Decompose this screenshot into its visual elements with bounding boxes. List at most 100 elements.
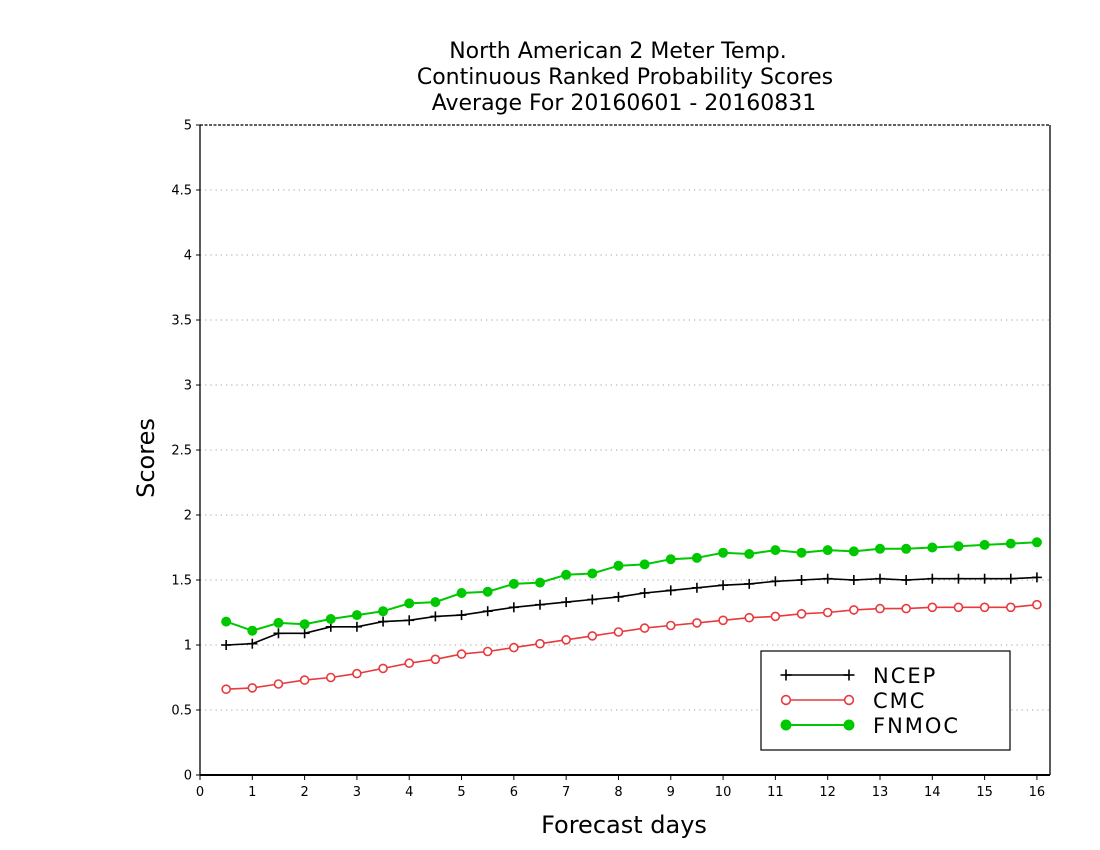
data-point-fnmoc xyxy=(404,598,415,609)
data-point-ncep xyxy=(691,582,702,593)
data-point-ncep xyxy=(247,638,258,649)
chart-title: North American 2 Meter Temp. Continuous … xyxy=(417,39,833,116)
data-point-fnmoc xyxy=(822,545,833,556)
data-point-cmc xyxy=(1032,599,1042,610)
data-point-fnmoc xyxy=(1005,538,1016,549)
data-point-cmc xyxy=(378,663,388,674)
data-point-ncep xyxy=(822,573,833,584)
y-axis-label: Scores xyxy=(132,418,160,498)
data-point-cmc xyxy=(744,612,755,623)
data-point-cmc xyxy=(953,602,964,613)
chart-title-line-3: Average For 20160601 - 20160831 xyxy=(432,91,817,116)
data-point-fnmoc xyxy=(613,560,624,571)
data-point-fnmoc xyxy=(378,606,389,617)
x-tick-label: 7 xyxy=(562,785,570,800)
data-point-ncep xyxy=(273,628,284,639)
legend-marker-ncep xyxy=(843,669,855,681)
data-point-ncep xyxy=(979,573,990,584)
x-tick-label: 5 xyxy=(457,785,465,800)
data-point-ncep xyxy=(613,591,624,602)
data-point-ncep xyxy=(744,578,755,589)
data-point-cmc xyxy=(1005,602,1016,613)
data-point-ncep xyxy=(404,615,415,626)
y-tick-label: 2 xyxy=(184,509,192,524)
data-point-ncep xyxy=(482,606,493,617)
data-point-fnmoc xyxy=(927,542,938,553)
data-point-ncep xyxy=(796,575,807,585)
data-point-cmc xyxy=(299,675,310,685)
data-point-cmc xyxy=(587,631,598,641)
y-gridlines xyxy=(200,189,1050,711)
data-point-fnmoc xyxy=(325,614,336,624)
data-point-cmc xyxy=(509,642,519,653)
data-point-cmc xyxy=(352,668,362,679)
chart-title-line-1: North American 2 Meter Temp. xyxy=(449,39,787,64)
data-point-cmc xyxy=(901,603,911,614)
x-tick-label: 10 xyxy=(715,785,732,800)
data-point-ncep xyxy=(953,573,964,584)
x-tick-label: 0 xyxy=(196,785,204,800)
data-point-fnmoc xyxy=(299,619,310,630)
x-tick-label: 6 xyxy=(510,785,518,800)
data-point-ncep xyxy=(1031,572,1042,583)
data-point-ncep xyxy=(901,575,912,585)
legend-entry-cmc: CMC xyxy=(780,689,926,713)
data-point-fnmoc xyxy=(1031,537,1042,548)
x-tick-label: 2 xyxy=(300,785,308,800)
x-tick-label: 15 xyxy=(976,785,993,800)
x-tick-label: 12 xyxy=(819,785,836,800)
data-point-fnmoc xyxy=(770,545,781,556)
x-tick-label: 3 xyxy=(353,785,361,800)
data-point-ncep xyxy=(639,588,650,598)
legend-marker-fnmoc xyxy=(843,719,855,731)
legend-label-cmc: CMC xyxy=(873,689,926,713)
data-point-fnmoc xyxy=(351,610,362,621)
data-point-cmc xyxy=(665,620,676,631)
y-axis-ticks: 0 0.5 1 1.5 2 2.5 3 3.5 4 4.5 5 xyxy=(171,119,200,784)
x-tick-label: 14 xyxy=(924,785,941,800)
legend-entry-ncep: NCEP xyxy=(780,664,937,688)
data-point-ncep xyxy=(718,580,729,591)
series-fnmoc xyxy=(221,537,1042,636)
data-point-fnmoc xyxy=(482,586,493,597)
legend-label-ncep: NCEP xyxy=(873,664,937,688)
x-tick-label: 16 xyxy=(1029,785,1046,800)
data-series xyxy=(221,537,1042,695)
data-point-cmc xyxy=(404,658,415,669)
data-point-fnmoc xyxy=(561,569,572,580)
legend-marker-ncep xyxy=(780,669,792,681)
x-tick-label: 9 xyxy=(667,785,675,800)
data-point-fnmoc xyxy=(221,616,232,627)
data-point-ncep xyxy=(351,621,362,632)
data-point-cmc xyxy=(770,611,781,622)
data-point-cmc xyxy=(613,627,624,637)
data-point-fnmoc xyxy=(456,588,467,598)
data-point-cmc xyxy=(273,679,284,689)
data-point-ncep xyxy=(1005,573,1016,584)
data-point-cmc xyxy=(430,654,441,665)
data-point-cmc xyxy=(927,602,938,613)
x-axis-ticks: 0 1 2 3 4 5 6 7 8 9 10 11 12 13 14 15 16 xyxy=(196,775,1045,800)
data-point-ncep xyxy=(848,575,859,585)
y-tick-label: 3 xyxy=(184,379,192,394)
y-tick-label: 3.5 xyxy=(171,314,192,329)
data-point-fnmoc xyxy=(587,568,598,579)
data-point-cmc xyxy=(482,646,493,657)
data-point-fnmoc xyxy=(535,577,545,588)
legend-marker-fnmoc xyxy=(780,719,792,731)
data-point-cmc xyxy=(849,605,859,615)
data-point-fnmoc xyxy=(796,547,807,558)
data-point-ncep xyxy=(456,610,467,621)
data-point-fnmoc xyxy=(744,549,755,559)
x-tick-label: 8 xyxy=(614,785,622,800)
data-point-ncep xyxy=(508,602,519,613)
y-tick-label: 1 xyxy=(184,639,192,654)
data-point-fnmoc xyxy=(901,543,912,554)
y-tick-label: 0 xyxy=(184,769,192,784)
legend-marker-cmc xyxy=(843,694,855,706)
y-tick-label: 1.5 xyxy=(171,574,192,589)
data-point-fnmoc xyxy=(508,578,519,589)
data-point-cmc xyxy=(692,618,702,628)
